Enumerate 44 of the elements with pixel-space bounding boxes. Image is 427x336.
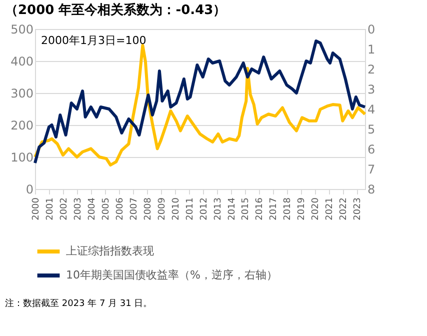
y2-tick-label: 7 (368, 162, 376, 176)
text: 注：数据截至 2023 年 7 月 31 日。 (5, 298, 152, 309)
y-tick-label: 300 (10, 86, 34, 100)
y-tick-label: 500 (10, 22, 34, 36)
x-tick-label: 2011 (185, 198, 196, 220)
y2-tick-label: 2 (368, 62, 376, 76)
x-tick-label: 2001 (45, 198, 56, 220)
x-tick-label: 2018 (283, 197, 294, 220)
x-tick-label: 2010 (171, 197, 182, 220)
x-tick-label: 2012 (199, 198, 210, 220)
y-tick-label: 400 (10, 54, 34, 68)
x-tick-label: 2002 (59, 198, 70, 220)
x-tick-label: 2007 (129, 198, 140, 220)
chart-title: （2000 年至今相关系数为：-0.43） (5, 2, 226, 18)
legend-label: 上证综指指数表现 (66, 244, 154, 258)
y2-tick-label: 0 (368, 22, 376, 36)
y2-tick-label: 3 (368, 82, 376, 96)
annotation: 2000年1月3日=100 (41, 34, 146, 47)
x-tick-label: 2020 (311, 197, 322, 220)
y2-tick-label: 5 (368, 122, 376, 136)
y-tick-label: 100 (10, 150, 34, 164)
y-tick-label: 200 (10, 118, 34, 132)
x-tick-label: 2003 (73, 198, 84, 220)
x-tick-label: 2022 (339, 198, 350, 220)
x-tick-label: 2019 (297, 197, 308, 220)
legend-label: 10年期美国国债收益率（%，逆序，右轴） (66, 268, 278, 282)
x-tick-label: 2005 (101, 198, 112, 220)
y-tick-label: 0 (26, 182, 34, 196)
x-tick-label: 2013 (213, 198, 224, 220)
x-tick-label: 2008 (143, 197, 154, 220)
x-tick-label: 2016 (255, 197, 266, 220)
y2-tick-label: 8 (368, 182, 376, 196)
x-tick-label: 2009 (157, 197, 168, 220)
x-tick-label: 2021 (325, 198, 336, 220)
x-tick-label: 2015 (241, 198, 252, 220)
x-tick-label: 2014 (227, 197, 238, 220)
x-tick-label: 2006 (115, 197, 126, 220)
x-tick-label: 2004 (87, 197, 98, 220)
y2-tick-label: 4 (368, 102, 376, 116)
y2-tick-label: 6 (368, 142, 376, 156)
x-tick-label: 2017 (269, 198, 280, 220)
y2-tick-label: 1 (368, 42, 376, 56)
x-tick-label: 2023 (353, 198, 364, 220)
x-tick-label: 2000 (32, 197, 42, 220)
